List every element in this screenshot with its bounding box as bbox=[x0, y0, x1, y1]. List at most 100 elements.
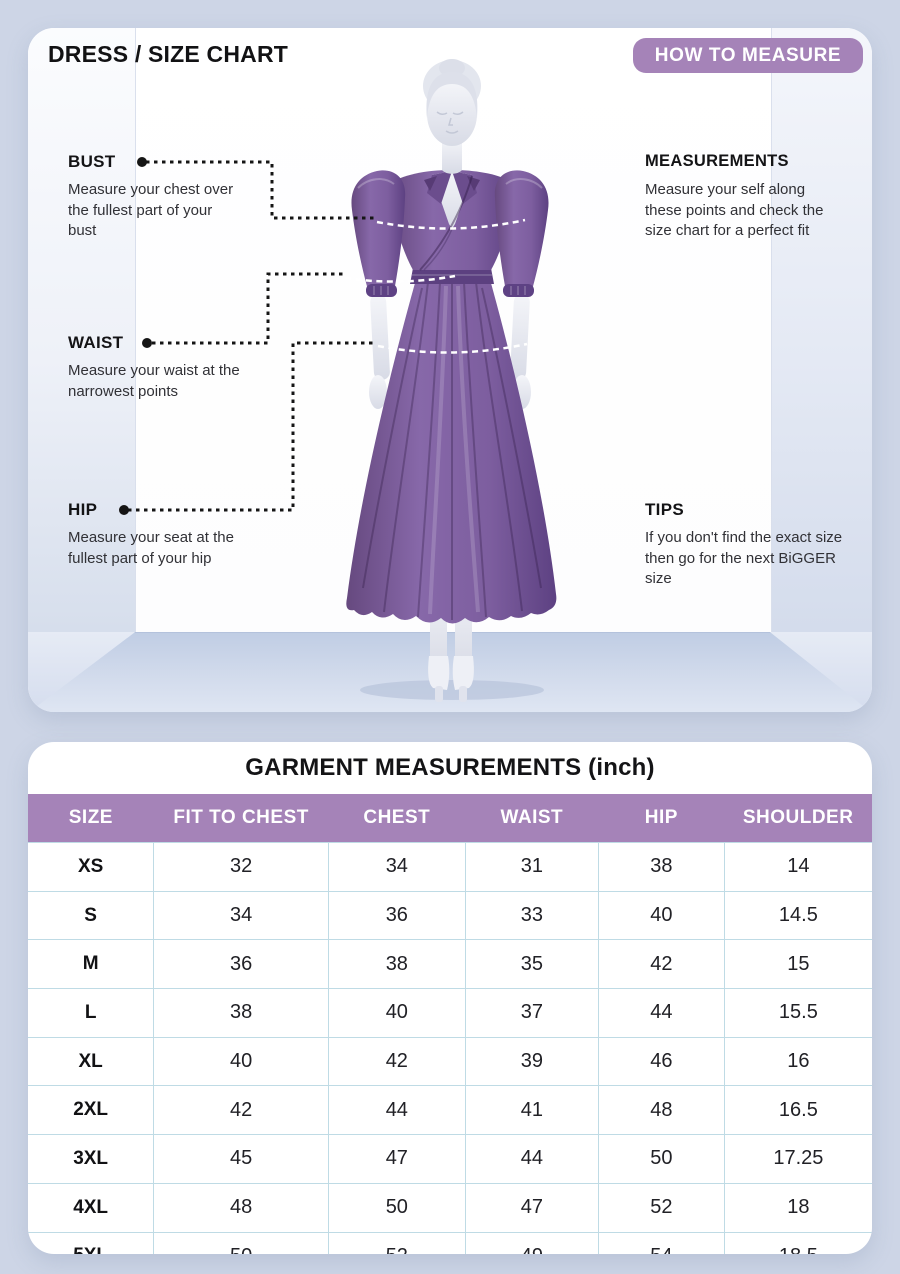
size-value: M bbox=[28, 939, 154, 989]
left-hand bbox=[369, 375, 387, 409]
cell-value: 16.5 bbox=[723, 1085, 872, 1135]
cell-value: 44 bbox=[327, 1085, 466, 1135]
size-table: SIZE FIT TO CHEST CHEST WAIST HIP SHOULD… bbox=[28, 794, 872, 1254]
table-header-row: SIZE FIT TO CHEST CHEST WAIST HIP SHOULD… bbox=[28, 794, 872, 843]
bust-description: Measure your chest over the fullest part… bbox=[68, 181, 234, 240]
waist-connector bbox=[152, 272, 343, 345]
neck bbox=[442, 138, 462, 174]
garment-measurements-section: GARMENT MEASUREMENTS (inch) SIZE FIT TO … bbox=[28, 742, 872, 1254]
cell-value: 38 bbox=[327, 939, 466, 989]
table-row: 4XL 48 50 47 52 18 bbox=[28, 1182, 872, 1232]
right-collar-notch bbox=[467, 176, 480, 191]
floor-shadow bbox=[360, 680, 544, 700]
cell-value: 44 bbox=[464, 1134, 599, 1184]
table-row: XS 32 34 31 38 14 bbox=[28, 842, 872, 892]
cell-value: 42 bbox=[327, 1036, 466, 1086]
cell-value: 38 bbox=[598, 842, 725, 892]
cell-value: 34 bbox=[327, 842, 466, 892]
size-value: XL bbox=[28, 1036, 154, 1086]
hair-front bbox=[426, 72, 478, 118]
face bbox=[427, 82, 477, 146]
cell-value: 36 bbox=[327, 890, 466, 940]
cell-value: 18 bbox=[723, 1182, 872, 1232]
size-value: 5XL bbox=[28, 1231, 154, 1254]
table-row: 3XL 45 47 44 50 17.25 bbox=[28, 1134, 872, 1184]
right-forearm bbox=[510, 294, 530, 380]
table-row: 2XL 42 44 41 48 16.5 bbox=[28, 1085, 872, 1135]
cell-value: 50 bbox=[327, 1182, 466, 1232]
cell-value: 34 bbox=[153, 890, 329, 940]
skirt-highlights bbox=[428, 285, 480, 615]
measurement-lines bbox=[344, 218, 528, 354]
cell-value: 50 bbox=[598, 1134, 725, 1184]
cell-value: 52 bbox=[327, 1231, 466, 1254]
how-to-measure-section: DRESS / SIZE CHART HOW TO MEASURE BUST M… bbox=[28, 28, 872, 712]
cell-value: 14 bbox=[723, 842, 872, 892]
left-collar-notch bbox=[424, 176, 437, 191]
cell-value: 48 bbox=[153, 1182, 329, 1232]
cell-value: 49 bbox=[464, 1231, 599, 1254]
cell-value: 54 bbox=[598, 1231, 725, 1254]
cell-value: 40 bbox=[598, 890, 725, 940]
table-title: GARMENT MEASUREMENTS (inch) bbox=[245, 754, 655, 781]
room-left-wall bbox=[28, 28, 135, 632]
cell-value: 16 bbox=[723, 1036, 872, 1086]
callout-dots bbox=[119, 157, 152, 515]
cell-value: 46 bbox=[598, 1036, 725, 1086]
size-value: 3XL bbox=[28, 1134, 154, 1184]
right-shoe bbox=[452, 656, 474, 690]
col-size: SIZE bbox=[68, 807, 113, 828]
cell-value: 44 bbox=[598, 988, 725, 1038]
cell-value: 18.5 bbox=[723, 1231, 872, 1254]
table-row: L 38 40 37 44 15.5 bbox=[28, 988, 872, 1038]
tips-description: If you don't find the exact size then go… bbox=[645, 529, 843, 588]
left-forearm bbox=[370, 294, 390, 380]
dress-skirt bbox=[346, 276, 557, 624]
cell-value: 36 bbox=[153, 939, 329, 989]
right-cuff bbox=[503, 284, 534, 297]
skirt-pleats bbox=[362, 281, 542, 620]
size-value: XS bbox=[28, 842, 154, 892]
waist-description: Measure your waist at the narrowest poin… bbox=[68, 362, 240, 400]
right-sleeve bbox=[494, 170, 549, 290]
table-row: 5XL 50 52 49 54 18.5 bbox=[28, 1231, 872, 1254]
hip-description: Measure your seat at the fullest part of… bbox=[68, 529, 234, 567]
left-cuff bbox=[366, 284, 397, 297]
room-right-wall bbox=[770, 28, 872, 632]
left-shoe bbox=[428, 656, 450, 690]
cell-value: 42 bbox=[153, 1085, 329, 1135]
face-features bbox=[436, 111, 464, 134]
size-value: 4XL bbox=[28, 1182, 154, 1232]
cell-value: 32 bbox=[153, 842, 329, 892]
waist-label: WAIST bbox=[68, 333, 124, 352]
hip-connector bbox=[128, 341, 376, 512]
cell-value: 14.5 bbox=[723, 890, 872, 940]
callout-connectors bbox=[128, 160, 376, 512]
bust-line bbox=[376, 218, 526, 230]
hip-label: HIP bbox=[68, 500, 98, 519]
cell-value: 40 bbox=[153, 1036, 329, 1086]
cell-value: 39 bbox=[464, 1036, 599, 1086]
cell-value: 40 bbox=[327, 988, 466, 1038]
wrap-seam bbox=[419, 175, 473, 271]
cell-value: 31 bbox=[464, 842, 599, 892]
cell-value: 50 bbox=[153, 1231, 329, 1254]
size-value: 2XL bbox=[28, 1085, 154, 1135]
col-hip: HIP bbox=[644, 807, 678, 828]
left-heel bbox=[435, 686, 443, 702]
cell-value: 47 bbox=[327, 1134, 466, 1184]
waist-line bbox=[344, 274, 456, 283]
mannequin bbox=[346, 59, 557, 702]
right-heel bbox=[459, 686, 467, 702]
hip-line bbox=[377, 342, 528, 354]
how-to-measure-badge: HOW TO MEASURE bbox=[633, 38, 863, 73]
bust-label: BUST bbox=[68, 152, 116, 171]
cell-value: 47 bbox=[464, 1182, 599, 1232]
measurements-label: MEASUREMENTS bbox=[645, 152, 789, 170]
waist-dot bbox=[142, 338, 152, 348]
cell-value: 17.25 bbox=[723, 1134, 872, 1184]
table-row: M 36 38 35 42 15 bbox=[28, 939, 872, 989]
bust-dot bbox=[137, 157, 147, 167]
table-row: S 34 36 33 40 14.5 bbox=[28, 890, 872, 940]
size-value: L bbox=[28, 988, 154, 1038]
